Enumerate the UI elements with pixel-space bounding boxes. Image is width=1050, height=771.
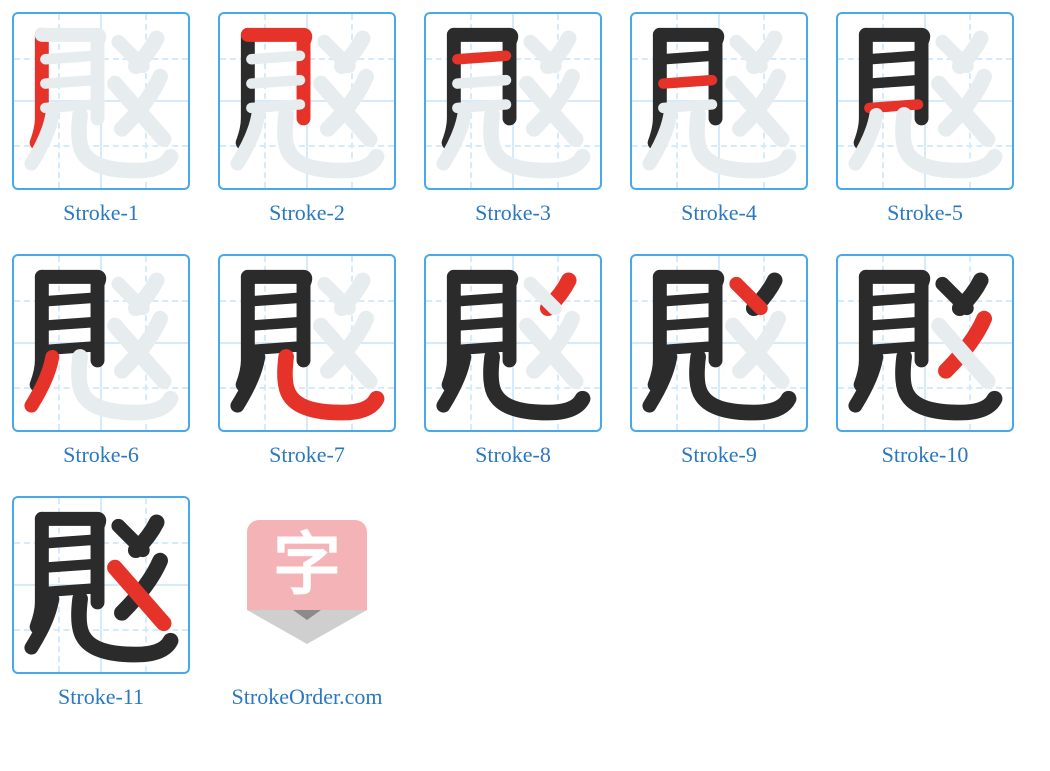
- stroke-tile: [218, 12, 396, 190]
- stroke-cell: Stroke-7: [218, 254, 396, 468]
- stroke-tile: [630, 12, 808, 190]
- glyph: [838, 256, 1012, 430]
- stroke-cell: Stroke-9: [630, 254, 808, 468]
- glyph: [14, 14, 188, 188]
- stroke-cell: Stroke-4: [630, 12, 808, 226]
- stroke-caption: Stroke-1: [63, 200, 139, 226]
- stroke-cell: Stroke-10: [836, 254, 1014, 468]
- stroke-tile: [424, 254, 602, 432]
- stroke-caption: Stroke-10: [882, 442, 969, 468]
- stroke-caption: Stroke-9: [681, 442, 757, 468]
- stroke-tile: [218, 254, 396, 432]
- stroke-cell: Stroke-6: [12, 254, 190, 468]
- glyph: [220, 256, 394, 430]
- stroke-caption: Stroke-3: [475, 200, 551, 226]
- logo-tile: 字: [218, 496, 396, 674]
- stroke-caption: Stroke-5: [887, 200, 963, 226]
- glyph: [14, 498, 188, 672]
- glyph: [632, 256, 806, 430]
- stroke-caption: Stroke-6: [63, 442, 139, 468]
- glyph: [426, 14, 600, 188]
- stroke-cell: Stroke-1: [12, 12, 190, 226]
- stroke-cell: Stroke-3: [424, 12, 602, 226]
- glyph: [632, 14, 806, 188]
- stroke-caption: Stroke-11: [58, 684, 144, 710]
- logo-caption: StrokeOrder.com: [232, 684, 383, 710]
- stroke-cell: Stroke-5: [836, 12, 1014, 226]
- stroke-cell: Stroke-8: [424, 254, 602, 468]
- stroke-tile: [836, 12, 1014, 190]
- glyph: [426, 256, 600, 430]
- logo-cell: 字 StrokeOrder.com: [218, 496, 396, 710]
- stroke-tile: [424, 12, 602, 190]
- stroke-caption: Stroke-2: [269, 200, 345, 226]
- glyph: [220, 14, 394, 188]
- stroke-order-grid: Stroke-1 Stroke-2 Stroke-3 Stroke-4 Stroke-5…: [12, 12, 1038, 710]
- stroke-caption: Stroke-7: [269, 442, 345, 468]
- logo-char: 字: [273, 531, 341, 599]
- stroke-tile: [12, 254, 190, 432]
- stroke-tile: [12, 496, 190, 674]
- stroke-cell: Stroke-2: [218, 12, 396, 226]
- stroke-cell: Stroke-11: [12, 496, 190, 710]
- pencil-icon: 字: [247, 520, 367, 650]
- stroke-caption: Stroke-4: [681, 200, 757, 226]
- stroke-tile: [630, 254, 808, 432]
- stroke-tile: [836, 254, 1014, 432]
- glyph: [14, 256, 188, 430]
- stroke-tile: [12, 12, 190, 190]
- glyph: [838, 14, 1012, 188]
- stroke-caption: Stroke-8: [475, 442, 551, 468]
